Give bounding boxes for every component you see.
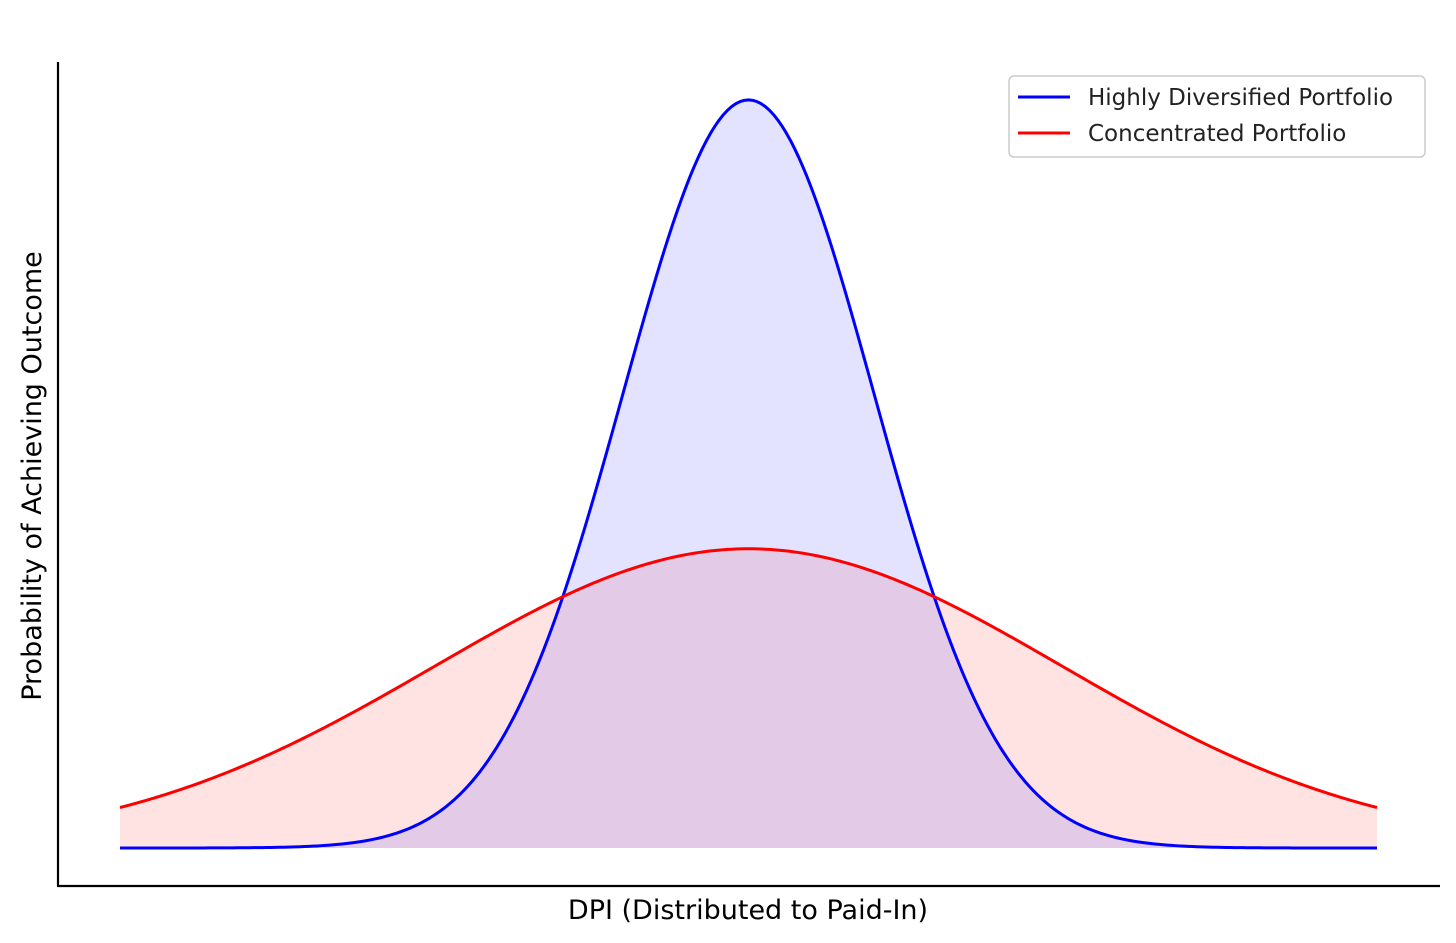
area-fill-diversified bbox=[120, 99, 1377, 849]
y-axis-label: Probability of Achieving Outcome bbox=[17, 251, 48, 701]
series-line-concentrated bbox=[119, 547, 1378, 809]
series-line-diversified bbox=[120, 98, 1377, 850]
series-lines bbox=[119, 98, 1378, 850]
legend-label-diversified: Highly Diversified Portfolio bbox=[1088, 85, 1393, 111]
x-axis-label: DPI (Distributed to Paid-In) bbox=[568, 895, 928, 926]
legend: Highly Diversified Portfolio Concentrate… bbox=[1008, 75, 1426, 158]
area-fill-concentrated bbox=[120, 548, 1377, 848]
area-fills bbox=[120, 99, 1377, 849]
legend-box bbox=[1008, 75, 1426, 158]
legend-label-concentrated: Concentrated Portfolio bbox=[1088, 121, 1346, 147]
